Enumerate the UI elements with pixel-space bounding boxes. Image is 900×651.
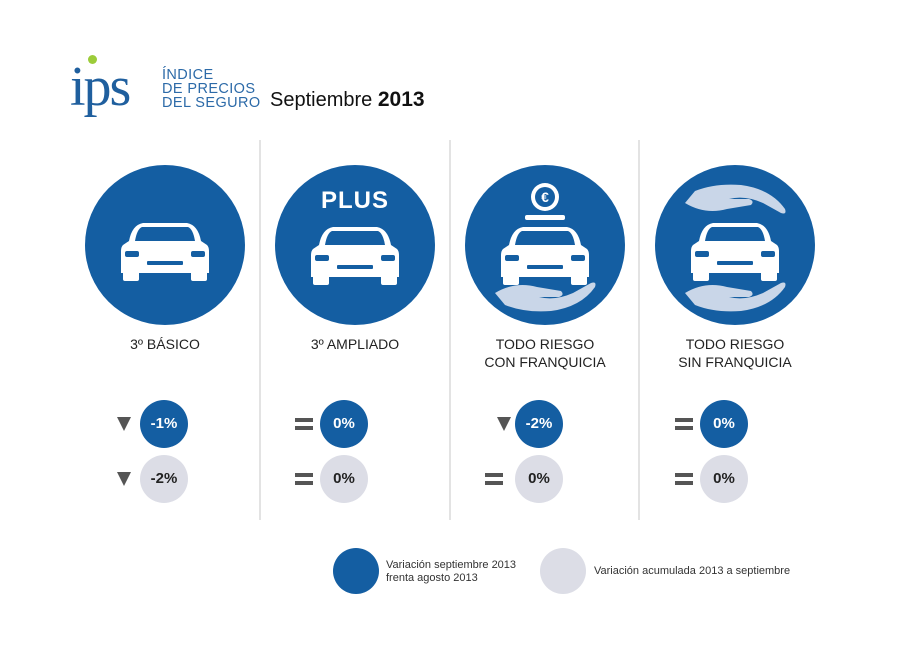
column-divider [449,140,451,520]
car-icon [501,227,589,285]
accumulated-variation-value: 0% [320,455,368,503]
monthly-variation-value: 0% [320,400,368,448]
accumulated-variation-row: 0% [260,455,450,503]
period-month: Septiembre [270,89,373,111]
insurance-column-basico: 3º BÁSICO -1% -2% [70,150,260,520]
column-label: 3º BÁSICO [70,335,260,353]
legend-accumulated-text: Variación acumulada 2013 a septiembre [594,565,790,578]
monthly-indicator [294,414,314,434]
legend-accumulated-swatch [540,548,586,594]
car-icon [121,223,209,281]
equal-indicator-icon [295,417,313,431]
equal-indicator-icon [675,472,693,486]
monthly-variation-row: -1% [70,400,260,448]
accumulated-variation-value: 0% [700,455,748,503]
legend-monthly-text: Variación septiembre 2013 frenta agosto … [386,559,516,585]
decrease-indicator-icon [117,417,131,431]
equal-indicator-icon [675,417,693,431]
car-icon-circle [85,165,245,325]
period-year: 2013 [377,88,425,111]
legend-accumulated-line-1: Variación acumulada 2013 a septiembre [594,565,791,577]
column-label: 3º AMPLIADO [260,335,450,353]
hand-bottom-icon [495,282,596,312]
insurance-column-ampliado: PLUS 3º AMPLIADO 0% 0% [260,150,450,520]
monthly-variation-value: 0% [700,400,748,448]
insurance-column-con-franquicia: € TODO RIESGO CON FRANQUICIA -2% 0% [450,150,640,520]
monthly-variation-value: -2% [515,400,563,448]
monthly-indicator [114,414,134,434]
monthly-variation-row: -2% [450,400,640,448]
column-label-line: TODO RIESGO [495,336,595,352]
column-label-line: CON FRANQUICIA [484,354,606,370]
car-icon [691,223,779,281]
brand-line-1: Índice [162,67,214,83]
equal-indicator-icon [295,472,313,486]
plus-badge: PLUS [320,187,389,214]
accumulated-indicator [114,469,134,489]
monthly-variation-value: -1% [140,400,188,448]
brand-line-2: de precios [162,81,256,97]
ips-logo: ips [70,55,160,125]
euro-coin-icon: € [525,183,565,220]
legend-monthly-swatch [333,548,379,594]
decrease-indicator-icon [497,417,511,431]
car-icon-circle: PLUS [275,165,435,325]
car-icon [121,223,209,281]
svg-text:€: € [541,189,549,205]
monthly-variation-row: 0% [260,400,450,448]
car-euro-hand-icon-circle: € [465,165,625,325]
accumulated-variation-value: -2% [140,455,188,503]
hand-bottom-icon [685,282,786,312]
brand-line-3: del seguro [162,95,261,111]
legend-monthly-line-2: frenta agosto 2013 [386,572,478,584]
legend-monthly-line-1: Variación septiembre 2013 [386,559,517,571]
monthly-indicator [674,414,694,434]
column-label-line: TODO RIESGO [685,336,785,352]
logo-dot [88,55,97,64]
accumulated-indicator [484,469,504,489]
accumulated-variation-value: 0% [515,455,563,503]
column-label-line: 3º AMPLIADO [310,336,400,352]
column-divider [638,140,640,520]
insurance-column-sin-franquicia: TODO RIESGO SIN FRANQUICIA 0% 0% [640,150,830,520]
monthly-variation-row: 0% [640,400,830,448]
car-hands-icon [685,184,786,312]
hand-top-icon [685,184,786,214]
logo-text: ips [70,56,131,118]
period-title: Septiembre 2013 [270,88,425,112]
accumulated-variation-row: 0% [450,455,640,503]
accumulated-variation-row: -2% [70,455,260,503]
decrease-indicator-icon [117,472,131,486]
accumulated-variation-row: 0% [640,455,830,503]
accumulated-indicator [674,469,694,489]
car-icon [311,227,399,285]
column-label: TODO RIESGO CON FRANQUICIA [450,335,640,371]
column-divider [259,140,261,520]
column-label: TODO RIESGO SIN FRANQUICIA [640,335,830,371]
column-label-line: 3º BÁSICO [130,336,200,352]
accumulated-indicator [294,469,314,489]
car-hands-icon-circle [655,165,815,325]
car-euro-hand-icon: € [495,183,596,312]
equal-indicator-icon [485,472,503,486]
column-label-line: SIN FRANQUICIA [678,354,792,370]
car-icon [311,227,399,285]
brand-name: Índice de precios del seguro [162,67,261,111]
monthly-indicator [494,414,514,434]
